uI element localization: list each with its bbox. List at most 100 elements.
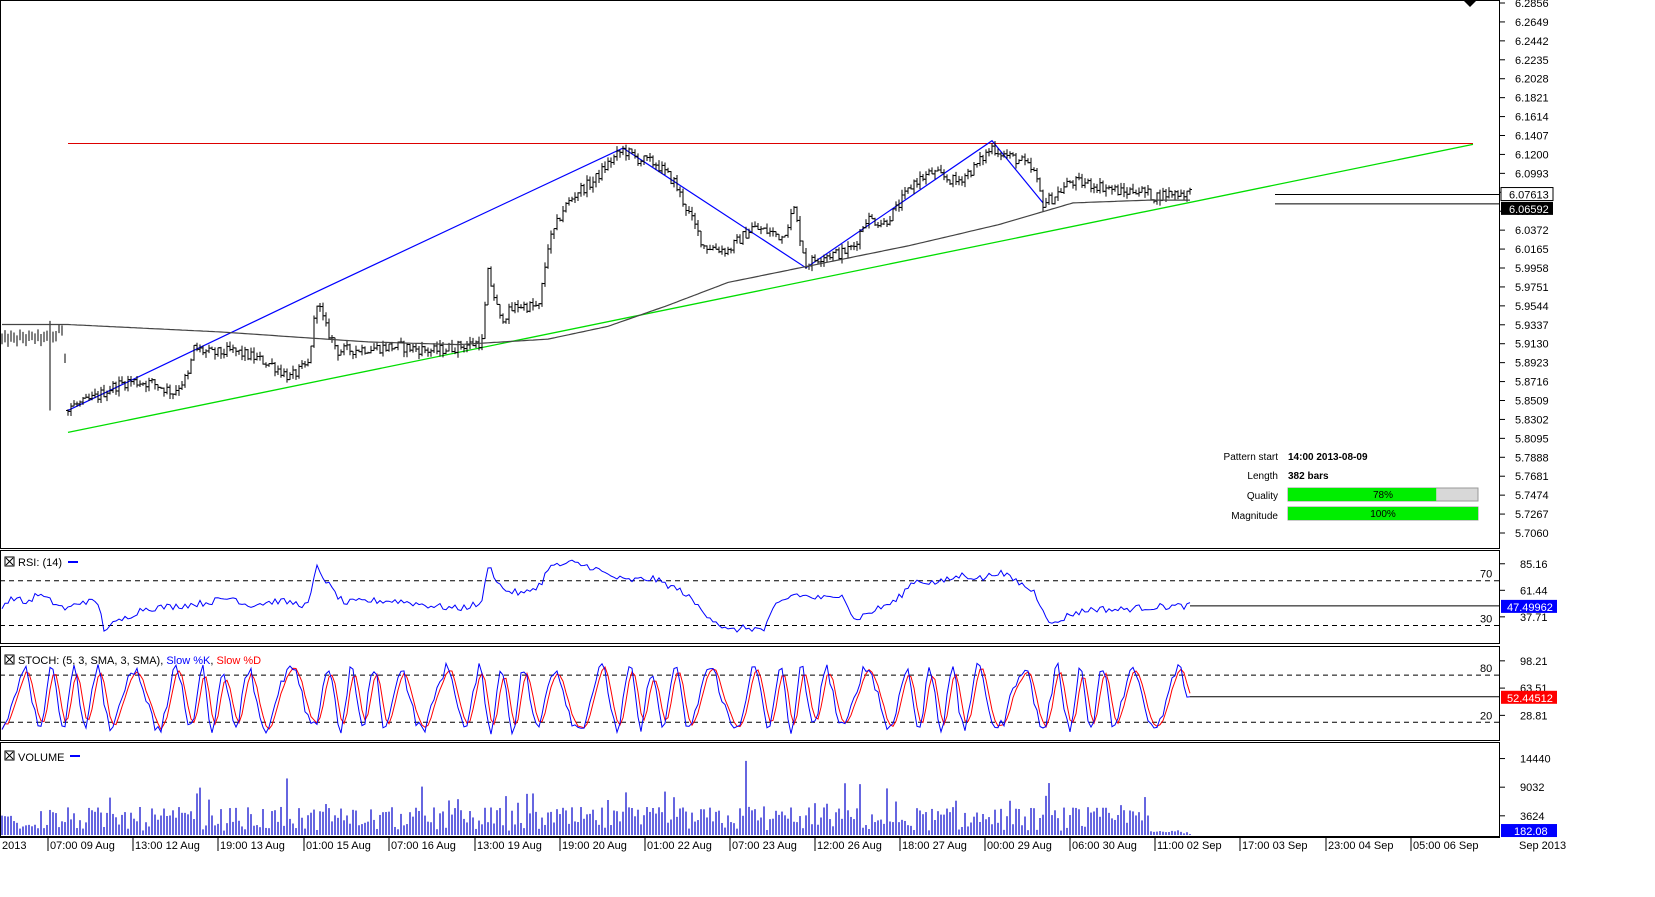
rsi-plot (0, 559, 1500, 633)
price-tick-label: 6.0993 (1515, 168, 1549, 180)
rsi-axis: 85.16 61.44 37.71 (1500, 559, 1548, 624)
current-price-box (1500, 187, 1554, 202)
second-price-box (1501, 201, 1553, 215)
quality-label: Quality (1247, 491, 1278, 502)
volume-header: VOLUME (4, 750, 80, 764)
rsi-label: RSI: (14) (18, 557, 62, 569)
price-tick-label: 5.8509 (1515, 396, 1549, 408)
axis-tick-label: 9032 (1520, 782, 1544, 794)
time-tick-label: Sep 2013 (1519, 840, 1566, 852)
volume-current-label: 182.08 (1514, 826, 1548, 838)
stoch-level-20: 20 (1480, 710, 1492, 722)
volume-bars (1, 760, 1191, 835)
pattern-info: Pattern start 14:00 2013-08-09 Length 38… (1224, 452, 1479, 522)
time-tick-label: 01:00 22 Aug (647, 840, 712, 852)
time-tick-label: 17:00 03 Sep (1242, 840, 1307, 852)
price-tick-label: 6.2028 (1515, 74, 1549, 86)
rsi-level-70: 70 (1480, 569, 1492, 581)
price-tick-label: 5.8095 (1515, 433, 1549, 445)
volume-axis: 14440 9032 3624 (1500, 754, 1551, 823)
stoch-plot (0, 661, 1500, 736)
price-tick-label: 6.2235 (1515, 55, 1549, 67)
time-tick-label: 2013 (2, 840, 26, 852)
moving-average (2, 199, 1190, 346)
price-axis: 6.2856 6.2649 6.2442 6.2235 6.2028 6.1821 6.16… (1500, 0, 1549, 540)
price-tick-label: 6.2649 (1515, 17, 1549, 29)
stoch-label: STOCH: (5, 3, SMA, 3, SMA), Slow %K, Slo… (18, 655, 261, 667)
time-tick-label: 01:00 15 Aug (306, 840, 371, 852)
pattern-start-label: Pattern start (1224, 452, 1279, 463)
price-tick-label: 6.1821 (1515, 93, 1549, 105)
time-tick-label: 13:00 12 Aug (135, 840, 200, 852)
price-tick-label: 6.2442 (1515, 36, 1549, 48)
time-tick-label: 07:00 09 Aug (50, 840, 115, 852)
axis-tick-label: 61.44 (1520, 585, 1548, 597)
pattern-lines (67, 139, 1474, 434)
slow-d-label: Slow %D (217, 655, 262, 667)
rsi-panel (0, 550, 1500, 644)
price-tick-label: 5.8302 (1515, 414, 1549, 426)
price-tick-label: 5.7267 (1515, 509, 1549, 521)
price-tick-label: 5.9337 (1515, 320, 1549, 332)
stoch-current-label: 52.44512 (1507, 693, 1553, 705)
current-price-label: 6.07613 (1509, 190, 1549, 202)
magnitude-value: 100% (1370, 509, 1396, 520)
time-tick-label: 13:00 19 Aug (477, 840, 542, 852)
length-label: Length (1247, 471, 1278, 482)
price-tick-label: 6.1407 (1515, 131, 1549, 143)
zigzag-line (67, 139, 1044, 412)
main-panel (0, 0, 1500, 549)
price-tick-label: 5.9130 (1515, 339, 1549, 351)
stoch-current-box (1501, 690, 1557, 704)
quality-bar-fill (1288, 488, 1437, 501)
price-tick-label: 5.7888 (1515, 452, 1549, 464)
time-tick-label: 00:00 29 Aug (987, 840, 1052, 852)
axis-tick-label: 3624 (1520, 811, 1544, 823)
time-tick-label: 23:00 04 Sep (1328, 840, 1393, 852)
time-axis: 2013 07:00 09 Aug 13:00 12 Aug 19:00 13 Aug… (0, 837, 1566, 852)
price-tick-label: 6.0372 (1515, 225, 1549, 237)
magnitude-label: Magnitude (1231, 511, 1278, 522)
price-tick-label: 5.7681 (1515, 471, 1549, 483)
pattern-start-value: 14:00 2013-08-09 (1288, 452, 1368, 463)
price-bars (1, 141, 1192, 417)
time-tick-label: 18:00 27 Aug (902, 840, 967, 852)
time-tick-label: 19:00 20 Aug (562, 840, 627, 852)
sma-line (2, 199, 1190, 346)
price-tick-label: 5.7474 (1515, 490, 1549, 502)
volume-current-box (1501, 824, 1557, 838)
time-tick-label: 11:00 02 Sep (1157, 840, 1222, 852)
price-tick-label: 6.0165 (1515, 244, 1549, 256)
price-tick-label: 6.1200 (1515, 149, 1549, 161)
time-tick-label: 07:00 23 Aug (732, 840, 797, 852)
axis-tick-label: 14440 (1520, 754, 1551, 766)
price-tick-label: 5.8923 (1515, 358, 1549, 370)
length-value: 382 bars (1288, 471, 1329, 482)
time-tick-label: 12:00 26 Aug (817, 840, 882, 852)
price-tick-label: 5.9958 (1515, 263, 1549, 275)
volume-panel (0, 742, 1500, 837)
price-tick-label: 6.2856 (1515, 0, 1549, 10)
price-tick-label: 5.7060 (1515, 528, 1549, 540)
rsi-current-box (1501, 599, 1557, 613)
slow-k-label: Slow %K (166, 655, 211, 667)
slow-d-line (1, 666, 1191, 731)
stoch-header: STOCH: (5, 3, SMA, 3, SMA), Slow %K, Slo… (4, 654, 261, 667)
rsi-current-label: 47.49962 (1507, 602, 1553, 614)
axis-tick-label: 98.21 (1520, 656, 1548, 668)
support-trendline (67, 143, 1474, 434)
time-tick-label: 07:00 16 Aug (391, 840, 456, 852)
rsi-header: RSI: (14) (4, 556, 78, 569)
stoch-level-80: 80 (1480, 663, 1492, 675)
price-tick-label: 5.9751 (1515, 282, 1549, 294)
price-tick-label: 6.1614 (1515, 112, 1549, 124)
magnitude-bar-fill (1288, 507, 1478, 520)
rsi-level-30: 30 (1480, 613, 1492, 625)
scroll-down-icon[interactable] (1464, 1, 1476, 7)
time-tick-label: 19:00 13 Aug (220, 840, 285, 852)
axis-tick-label: 37.71 (1520, 612, 1548, 624)
price-tick-label: 5.8716 (1515, 377, 1549, 389)
slow-k-line (1, 661, 1191, 736)
